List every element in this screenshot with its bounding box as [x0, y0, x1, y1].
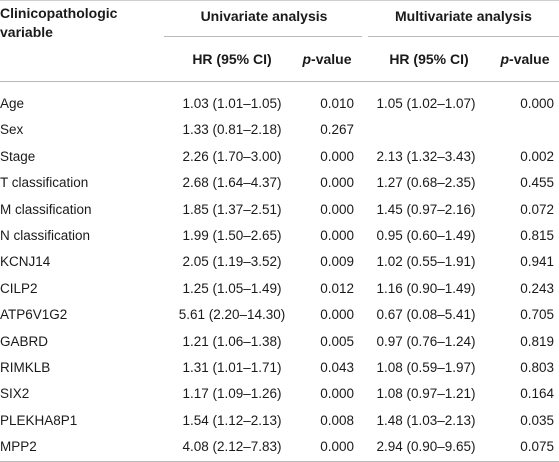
cell-variable: PLEKHA8P1 — [0, 412, 78, 428]
header-p-rest: -value — [509, 51, 550, 67]
cell-multi-hr: 1.08 (0.59–1.97) — [376, 359, 476, 375]
cell-multi-p: 0.819 — [520, 333, 554, 349]
header-multi-pvalue: p-value — [492, 37, 558, 81]
cell-uni-p: 0.267 — [320, 122, 354, 138]
cell-variable: T classification — [0, 175, 89, 191]
cell-multi-hr: 1.48 (1.03–2.13) — [376, 412, 476, 428]
cell-multi-p: 0.072 — [520, 201, 554, 217]
cell-uni-p: 0.000 — [320, 148, 354, 164]
cell-uni-hr: 2.26 (1.70–3.00) — [182, 148, 282, 164]
cell-variable: KCNJ14 — [0, 254, 51, 270]
cell-uni-p: 0.000 — [320, 227, 354, 243]
cell-uni-hr: 1.33 (0.81–2.18) — [182, 122, 282, 138]
cell-multi-hr: 1.08 (0.97–1.21) — [376, 386, 476, 402]
cell-uni-hr: 1.17 (1.09–1.26) — [182, 386, 282, 402]
cell-variable: GABRD — [0, 333, 49, 349]
cell-multi-hr: 1.16 (0.90–1.49) — [376, 280, 476, 296]
table-row: Age 1.03 (1.01–1.05) 0.010 1.05 (1.02–1.07)… — [0, 91, 559, 117]
cell-multi-p: 0.002 — [520, 148, 554, 164]
cell-uni-p: 0.000 — [320, 201, 354, 217]
cell-uni-p: 0.009 — [320, 254, 354, 270]
cell-multi-p: 0.705 — [520, 307, 554, 323]
cell-uni-hr: 1.25 (1.05–1.49) — [182, 280, 282, 296]
table-row: GABRD 1.21 (1.06–1.38) 0.005 0.97 (0.76–1.2… — [0, 329, 559, 355]
cell-multi-p: 0.455 — [520, 175, 554, 191]
cell-variable: MPP2 — [0, 439, 37, 455]
cell-variable: ATP6V1G2 — [0, 307, 68, 323]
cell-variable: N classification — [0, 227, 91, 243]
cell-multi-hr: 0.67 (0.08–5.41) — [376, 307, 476, 323]
cell-variable: CILP2 — [0, 280, 38, 296]
cell-multi-p: 0.941 — [520, 254, 554, 270]
cell-multi-hr: 2.13 (1.32–3.43) — [376, 148, 476, 164]
header-multivariate: Multivariate analysis — [395, 8, 532, 24]
cell-variable: Stage — [0, 148, 36, 164]
table-top-rule — [0, 0, 559, 1]
header-uni-hr: HR (95% CI) — [192, 51, 272, 67]
multivariate-underline — [368, 36, 559, 37]
cell-multi-hr: 1.05 (1.02–1.07) — [376, 96, 476, 111]
cell-multi-hr: 1.27 (0.68–2.35) — [376, 175, 476, 191]
cell-uni-p: 0.000 — [320, 439, 354, 455]
univariate-underline — [164, 36, 362, 37]
cell-uni-hr: 1.99 (1.50–2.65) — [182, 227, 282, 243]
header-p-italic: p — [302, 51, 312, 67]
cell-multi-p: 0.000 — [520, 96, 554, 111]
cell-uni-hr: 1.31 (1.01–1.71) — [182, 359, 282, 375]
cell-multi-p: 0.803 — [520, 359, 554, 375]
cell-uni-p: 0.005 — [320, 333, 354, 349]
table-row: MPP2 4.08 (2.12–7.83) 0.000 2.94 (0.90–9.65… — [0, 434, 559, 460]
cell-variable: M classification — [0, 201, 92, 217]
table-row: PLEKHA8P1 1.54 (1.12–2.13) 0.008 1.48 (1.03… — [0, 408, 559, 434]
cell-uni-hr: 1.85 (1.37–2.51) — [182, 201, 282, 217]
header-p-italic: p — [500, 51, 510, 67]
table-row: KCNJ14 2.05 (1.19–3.52) 0.009 1.02 (0.55–1.… — [0, 249, 559, 275]
cell-uni-p: 0.000 — [320, 175, 354, 191]
cell-multi-p: 0.815 — [520, 227, 554, 243]
cell-uni-p: 0.000 — [320, 307, 354, 323]
table-row: SIX2 1.17 (1.09–1.26) 0.000 1.08 (0.97–1.21… — [0, 381, 559, 407]
cell-variable: RIMKLB — [0, 359, 51, 375]
table-row: Sex 1.33 (0.81–2.18) 0.267 — [0, 117, 559, 143]
header-univariate: Univariate analysis — [200, 8, 328, 24]
header-bottom-rule — [0, 81, 559, 82]
cell-variable: Sex — [0, 122, 24, 138]
cell-multi-hr: 0.95 (0.60–1.49) — [376, 227, 476, 243]
cell-multi-p: 0.243 — [520, 280, 554, 296]
table-row: ATP6V1G2 5.61 (2.20–14.30) 0.000 0.67 (0.08… — [0, 302, 559, 328]
cell-multi-p: 0.035 — [520, 412, 554, 428]
cell-uni-hr: 1.54 (1.12–2.13) — [182, 412, 282, 428]
cell-uni-hr: 1.21 (1.06–1.38) — [182, 333, 282, 349]
cell-uni-p: 0.010 — [320, 96, 354, 111]
cell-uni-hr: 2.68 (1.64–4.37) — [182, 175, 282, 191]
table-row: M classification 1.85 (1.37–2.51) 0.000 1.4… — [0, 197, 559, 223]
header-p-rest: -value — [311, 51, 352, 67]
cell-uni-p: 0.012 — [320, 280, 354, 296]
table-row: T classification 2.68 (1.64–4.37) 0.000 1.2… — [0, 170, 559, 196]
cell-uni-hr: 4.08 (2.12–7.83) — [182, 439, 282, 455]
cell-uni-hr: 5.61 (2.20–14.30) — [178, 307, 286, 323]
table-row: CILP2 1.25 (1.05–1.49) 0.012 1.16 (0.90–1.4… — [0, 276, 559, 302]
cell-multi-p: 0.075 — [520, 439, 554, 455]
table-body: Age 1.03 (1.01–1.05) 0.010 1.05 (1.02–1.07)… — [0, 91, 559, 460]
cell-multi-hr: 1.02 (0.55–1.91) — [376, 254, 476, 270]
cell-uni-p: 0.043 — [320, 359, 354, 375]
cell-uni-hr: 1.03 (1.01–1.05) — [182, 96, 282, 111]
cell-uni-p: 0.000 — [320, 386, 354, 402]
table-row: Stage 2.26 (1.70–3.00) 0.000 2.13 (1.32–3.4… — [0, 144, 559, 170]
cell-multi-hr: 2.94 (0.90–9.65) — [376, 439, 476, 455]
cell-multi-p: 0.164 — [520, 386, 554, 402]
cell-variable: SIX2 — [0, 386, 30, 402]
cell-variable: Age — [0, 96, 25, 111]
header-uni-pvalue: p-value — [296, 37, 358, 81]
header-variable: Clinicopathologic variable — [0, 5, 118, 40]
cell-multi-hr: 1.45 (0.97–2.16) — [376, 201, 476, 217]
table-row: RIMKLB 1.31 (1.01–1.71) 0.043 1.08 (0.59–1.… — [0, 355, 559, 381]
cell-uni-p: 0.008 — [320, 412, 354, 428]
cell-multi-hr: 0.97 (0.76–1.24) — [376, 333, 476, 349]
cell-uni-hr: 2.05 (1.19–3.52) — [182, 254, 282, 270]
table-row: N classification 1.99 (1.50–2.65) 0.000 0.9… — [0, 223, 559, 249]
header-multi-hr: HR (95% CI) — [389, 51, 469, 67]
